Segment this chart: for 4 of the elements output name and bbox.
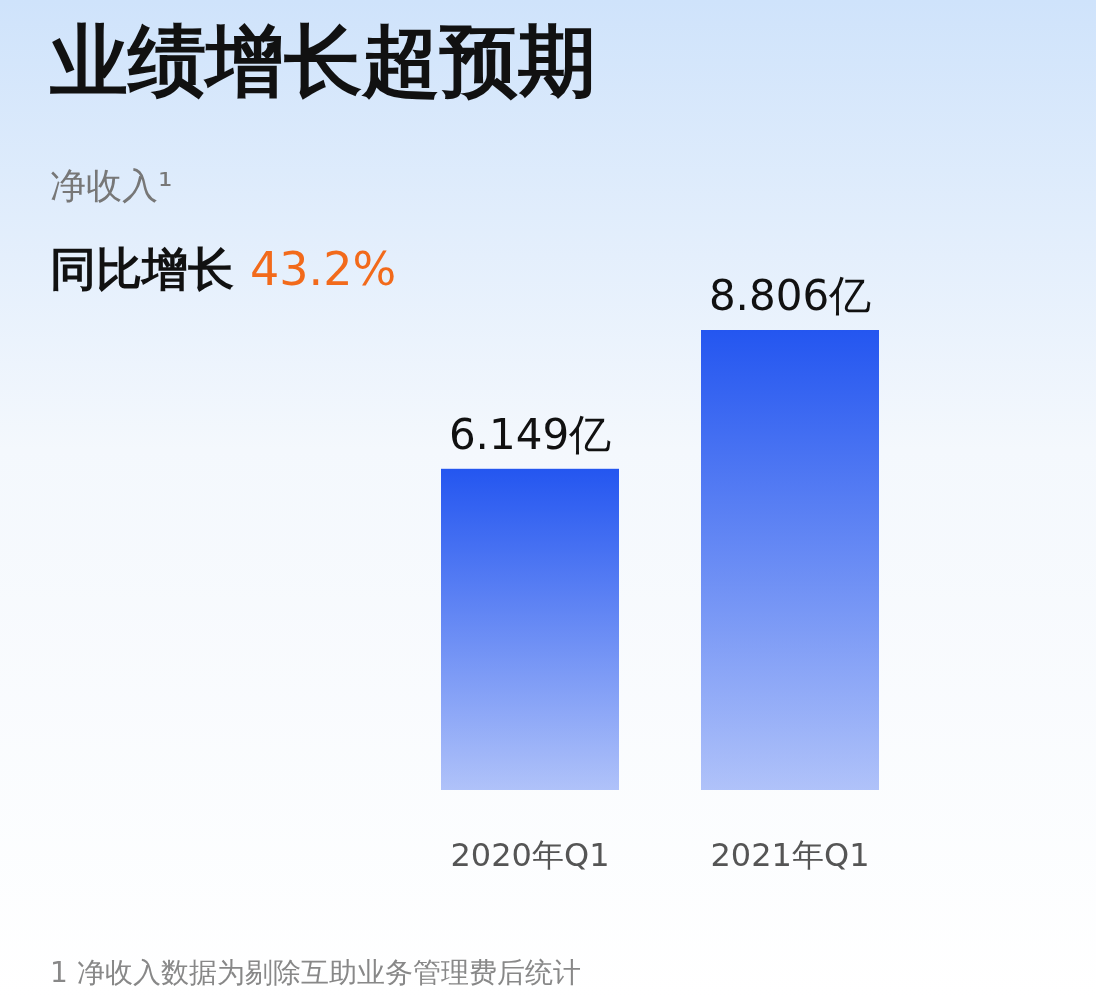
annotation: 1 净收入数据为剔除互助业务管理费后统计 [50,956,581,989]
annotation: 同比增长 43.2% [50,242,397,296]
title: 业绩增长超预期 [50,16,596,106]
subtitle: 净收入¹ [50,165,173,206]
